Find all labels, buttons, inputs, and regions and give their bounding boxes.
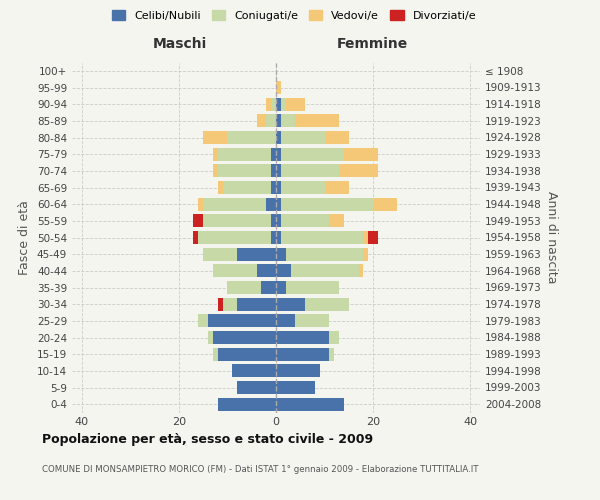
Bar bbox=[276, 198, 281, 210]
Bar bbox=[232, 364, 276, 378]
Bar bbox=[339, 164, 378, 177]
Bar bbox=[198, 198, 203, 210]
Bar bbox=[218, 348, 276, 360]
Bar bbox=[276, 81, 281, 94]
Bar bbox=[286, 281, 339, 294]
Bar bbox=[218, 164, 271, 177]
Bar bbox=[295, 114, 339, 128]
Bar bbox=[213, 164, 218, 177]
Bar bbox=[364, 248, 368, 260]
Bar bbox=[193, 214, 203, 228]
Bar bbox=[281, 198, 373, 210]
Legend: Celibi/Nubili, Coniugati/e, Vedovi/e, Divorziati/e: Celibi/Nubili, Coniugati/e, Vedovi/e, Di… bbox=[107, 6, 481, 25]
Text: Popolazione per età, sesso e stato civile - 2009: Popolazione per età, sesso e stato civil… bbox=[42, 432, 373, 446]
Bar bbox=[276, 164, 281, 177]
Bar bbox=[364, 231, 368, 244]
Bar bbox=[344, 148, 378, 160]
Bar bbox=[203, 214, 271, 228]
Bar bbox=[276, 348, 329, 360]
Bar bbox=[276, 148, 281, 160]
Bar bbox=[325, 131, 349, 144]
Bar bbox=[281, 181, 325, 194]
Bar bbox=[305, 298, 349, 310]
Text: Maschi: Maschi bbox=[153, 37, 207, 51]
Bar bbox=[227, 131, 276, 144]
Bar bbox=[290, 264, 359, 278]
Bar bbox=[213, 348, 218, 360]
Bar bbox=[218, 398, 276, 410]
Bar bbox=[203, 131, 227, 144]
Bar bbox=[213, 264, 257, 278]
Bar bbox=[257, 264, 276, 278]
Y-axis label: Anni di nascita: Anni di nascita bbox=[545, 191, 558, 284]
Bar bbox=[227, 281, 262, 294]
Bar bbox=[198, 231, 271, 244]
Bar bbox=[257, 114, 266, 128]
Bar bbox=[276, 364, 320, 378]
Bar bbox=[329, 214, 344, 228]
Bar bbox=[295, 314, 329, 328]
Bar bbox=[276, 114, 281, 128]
Bar bbox=[276, 98, 281, 110]
Bar bbox=[276, 331, 329, 344]
Text: COMUNE DI MONSAMPIETRO MORICO (FM) - Dati ISTAT 1° gennaio 2009 - Elaborazione T: COMUNE DI MONSAMPIETRO MORICO (FM) - Dat… bbox=[42, 466, 479, 474]
Bar bbox=[203, 248, 237, 260]
Bar bbox=[208, 314, 276, 328]
Bar bbox=[276, 131, 281, 144]
Bar bbox=[276, 281, 286, 294]
Bar bbox=[271, 231, 276, 244]
Bar bbox=[271, 164, 276, 177]
Bar bbox=[276, 214, 281, 228]
Bar bbox=[329, 331, 339, 344]
Bar bbox=[281, 231, 364, 244]
Bar bbox=[271, 214, 276, 228]
Bar bbox=[281, 131, 325, 144]
Y-axis label: Fasce di età: Fasce di età bbox=[19, 200, 31, 275]
Bar bbox=[271, 98, 276, 110]
Bar bbox=[237, 298, 276, 310]
Bar bbox=[198, 314, 208, 328]
Bar bbox=[286, 248, 364, 260]
Bar bbox=[237, 248, 276, 260]
Bar bbox=[237, 381, 276, 394]
Bar bbox=[286, 98, 305, 110]
Bar bbox=[329, 348, 334, 360]
Bar bbox=[276, 398, 344, 410]
Bar bbox=[262, 281, 276, 294]
Bar bbox=[276, 264, 290, 278]
Bar bbox=[281, 148, 344, 160]
Bar bbox=[266, 198, 276, 210]
Bar bbox=[266, 98, 271, 110]
Bar bbox=[276, 381, 315, 394]
Bar bbox=[223, 298, 237, 310]
Bar bbox=[276, 314, 295, 328]
Bar bbox=[223, 181, 271, 194]
Bar bbox=[218, 298, 223, 310]
Bar bbox=[373, 198, 397, 210]
Bar bbox=[266, 114, 276, 128]
Text: Femmine: Femmine bbox=[336, 37, 407, 51]
Bar bbox=[276, 298, 305, 310]
Bar bbox=[281, 114, 295, 128]
Bar bbox=[281, 98, 286, 110]
Bar bbox=[276, 248, 286, 260]
Bar bbox=[359, 264, 364, 278]
Bar bbox=[271, 181, 276, 194]
Bar bbox=[325, 181, 349, 194]
Bar bbox=[281, 164, 339, 177]
Bar bbox=[281, 214, 329, 228]
Bar bbox=[368, 231, 378, 244]
Bar bbox=[213, 148, 218, 160]
Bar bbox=[208, 331, 213, 344]
Bar bbox=[218, 148, 271, 160]
Bar bbox=[193, 231, 198, 244]
Bar bbox=[213, 331, 276, 344]
Bar bbox=[218, 181, 223, 194]
Bar bbox=[276, 181, 281, 194]
Bar bbox=[203, 198, 266, 210]
Bar bbox=[271, 148, 276, 160]
Bar bbox=[276, 231, 281, 244]
